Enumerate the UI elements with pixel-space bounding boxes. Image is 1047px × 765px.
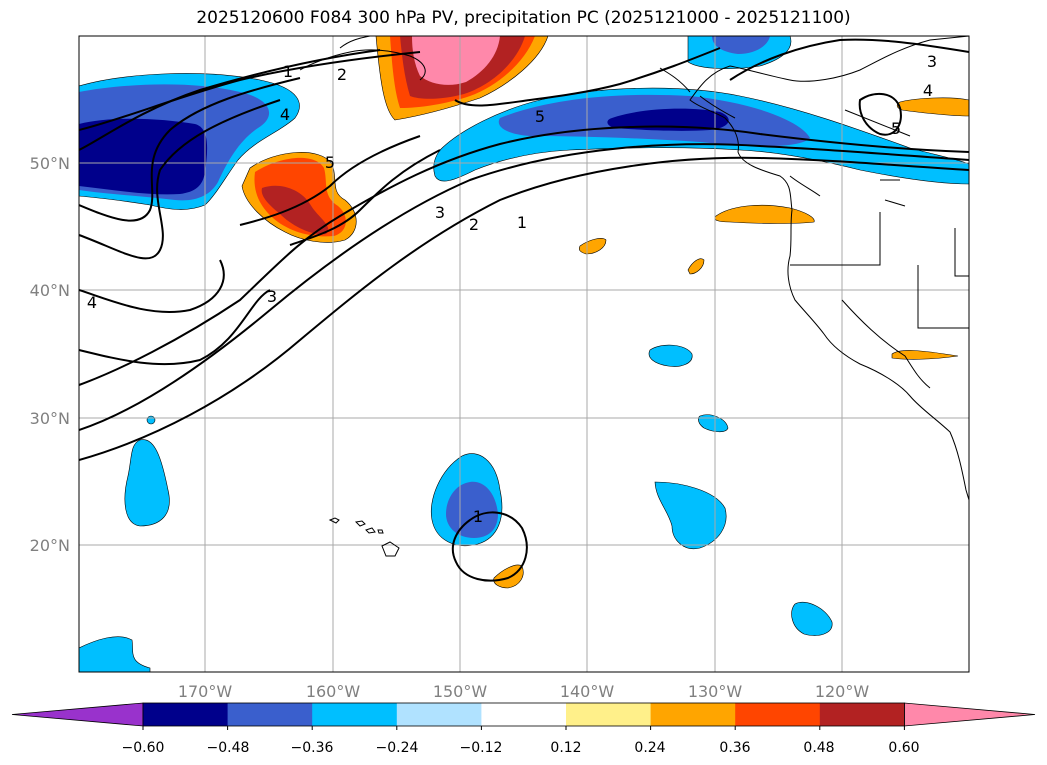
longitude-labels: 170°W 160°W 150°W 140°W 130°W 120°W (178, 682, 870, 701)
pos-anomaly-ne (896, 97, 969, 117)
colorbar-segment (227, 703, 313, 726)
pos-anomaly-coast-45n (714, 204, 815, 224)
colorbar-tick-labels: −0.60 −0.48 −0.36 −0.24 −0.12 0.12 0.24 … (122, 740, 920, 756)
coastlines (299, 36, 969, 501)
lat-label: 20°N (30, 536, 70, 555)
lon-label: 150°W (433, 682, 488, 701)
pv-label: 3 (435, 203, 445, 222)
colorbar-tick-label: −0.12 (460, 740, 503, 756)
lon-label: 130°W (688, 682, 743, 701)
neg-anomaly-west-30n (124, 439, 170, 527)
pv-label: 5 (535, 107, 545, 126)
pos-anomaly-36n (891, 350, 959, 360)
colorbar-tick-label: 0.12 (550, 740, 581, 756)
colorbar-tick-label: 0.24 (634, 740, 665, 756)
pos-anomaly-mid-core (261, 185, 329, 235)
colorbar-segment (396, 703, 482, 726)
pv-label: 3 (927, 52, 937, 71)
colorbar (11, 702, 1036, 730)
pv-label: 1 (517, 213, 527, 232)
neg-anomaly-tiny (146, 415, 156, 425)
lat-label: 30°N (30, 409, 70, 428)
colorbar-tick-label: −0.60 (122, 740, 165, 756)
colorbar-segment (312, 703, 398, 726)
lon-label: 160°W (306, 682, 361, 701)
lon-label: 140°W (560, 682, 615, 701)
pv-label: 3 (267, 287, 277, 306)
neg-anomaly-nw-core (79, 118, 208, 195)
neg-anomaly-35n (648, 344, 693, 367)
colorbar-tick-label: 0.48 (803, 740, 834, 756)
pv-label: 5 (325, 153, 335, 172)
pv-label: 2 (469, 215, 479, 234)
pv-label: 1 (473, 507, 483, 526)
neg-anomaly-goa-core (607, 108, 729, 131)
colorbar-segment (650, 703, 736, 726)
lat-label: 50°N (30, 154, 70, 173)
lon-label: 170°W (178, 682, 233, 701)
plot-frame (78, 35, 970, 673)
pv-contour-labels: 1 2 3 4 5 5 4 3 2 1 3 4 3 4 5 1 (87, 52, 937, 526)
pv-label: 5 (891, 119, 901, 138)
graticule (79, 36, 969, 672)
neg-anomaly-32n (698, 414, 729, 433)
colorbar-tick-label: −0.24 (376, 740, 419, 756)
precip-fills (79, 36, 969, 672)
neg-anomaly-north-core (712, 36, 770, 54)
colorbar-tick-label: 0.60 (888, 740, 919, 756)
neg-anomaly-east-25n (654, 481, 727, 550)
pos-anomaly-41n (687, 258, 705, 275)
colorbar-tick-label: −0.48 (207, 740, 250, 756)
colorbar-tick-label: −0.36 (291, 740, 334, 756)
pv-label: 4 (87, 293, 97, 312)
pv-label: 4 (280, 105, 290, 124)
colorbar-segment (566, 703, 652, 726)
pv-label: 4 (923, 81, 933, 100)
pos-anomaly-43n (578, 238, 607, 255)
neg-anomaly-sw-corner (79, 636, 151, 672)
colorbar-segment (143, 703, 229, 726)
pv-label: 2 (337, 65, 347, 84)
pv-contours (79, 38, 969, 582)
lat-label: 40°N (30, 281, 70, 300)
lon-label: 120°W (815, 682, 870, 701)
neg-anomaly-15n (791, 602, 833, 636)
colorbar-segment (735, 703, 821, 726)
hawaiian-islands (328, 517, 400, 557)
pv-label: 1 (283, 62, 293, 81)
colorbar-frame (142, 702, 905, 727)
colorbar-segment (481, 703, 567, 726)
colorbar-extend-low (11, 702, 144, 727)
neg-anomaly-hawaii-core (446, 481, 498, 538)
colorbar-segment (819, 703, 905, 726)
pos-anomaly-hawaii-south (493, 564, 524, 589)
colorbar-tick-label: 0.36 (719, 740, 750, 756)
pos-anomaly-north-pink (412, 36, 500, 85)
colorbar-extend-high (904, 702, 1036, 727)
map-title: 2025120600 F084 300 hPa PV, precipitatio… (196, 8, 851, 28)
latitude-labels: 50°N 40°N 30°N 20°N (30, 154, 70, 555)
